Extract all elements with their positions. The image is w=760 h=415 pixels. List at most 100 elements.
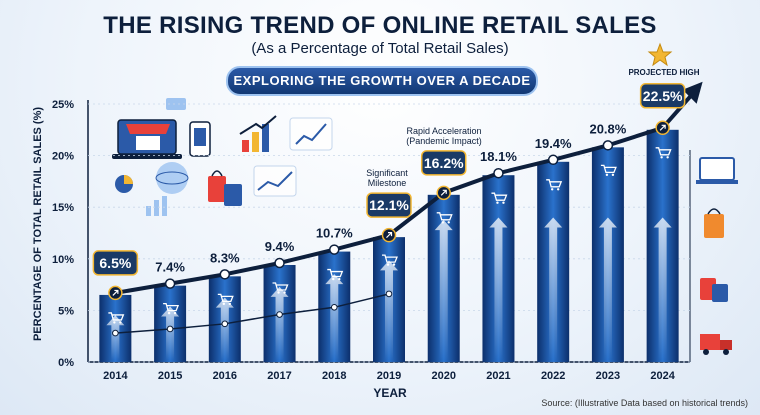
cart-wheel [496, 201, 499, 204]
cart-wheel [173, 311, 177, 315]
x-tick-label: 2020 [431, 370, 455, 382]
laptop-cart-icon [696, 157, 738, 184]
trend-card-icon [253, 165, 297, 197]
data-point [547, 154, 559, 166]
star-icon [647, 42, 673, 67]
cart-wheel [502, 201, 505, 204]
value-callout [92, 250, 139, 276]
shopping-cart-icon [546, 179, 563, 188]
data-label: 22.5% [643, 88, 683, 104]
cart-wheel [386, 263, 390, 266]
x-tick-label: 2023 [596, 370, 620, 382]
bar-arrow-icon [380, 260, 398, 360]
cart-wheel [441, 221, 444, 224]
x-axis-label: YEAR [373, 386, 407, 400]
data-label: 18.1% [480, 149, 517, 164]
data-point [219, 269, 231, 280]
data-label: 9.4% [265, 239, 295, 254]
acceleration-annotation: Rapid Acceleration (Pandemic Impact) [394, 126, 494, 146]
mini-bars-icon [146, 196, 167, 216]
cart-wheel [447, 221, 450, 224]
shopping-cart-icon [272, 282, 289, 291]
bar-arrow-icon [106, 315, 125, 360]
shopping-cart-icon [600, 164, 617, 173]
cart-wheel [332, 277, 335, 281]
cart-wheel [666, 156, 669, 159]
x-tick-label: 2016 [213, 370, 237, 382]
secondary-point [330, 304, 338, 311]
y-tick-label: 0% [58, 357, 74, 369]
banner: EXPLORING THE GROWTH OVER A DECADE [226, 66, 538, 96]
y-tick-label: 5% [58, 305, 74, 317]
acceleration-line-1: Rapid Acceleration [406, 126, 482, 136]
line-chart-card-icon [289, 117, 333, 151]
shopping-cart-icon [491, 192, 508, 201]
source-note: Source: (Illustrative Data based on hist… [541, 398, 748, 408]
secondary-point [385, 290, 393, 298]
data-label: 12.1% [369, 197, 409, 213]
cart-wheel [392, 263, 396, 266]
cart-wheel [556, 188, 560, 191]
x-tick-label: 2022 [541, 370, 565, 382]
shopping-cart-icon [436, 212, 453, 221]
shopping-cart-icon [217, 293, 234, 302]
data-point [329, 244, 340, 255]
arrow-up-right-icon [112, 289, 119, 296]
data-point [274, 257, 285, 269]
y-tick-label: 10% [52, 254, 74, 266]
secondary-point [276, 311, 283, 318]
cart-wheel [283, 291, 286, 294]
chart-subtitle: (As a Percentage of Total Retail Sales) [251, 40, 509, 57]
arrow-up-right-icon [386, 232, 393, 239]
y-tick-label: 25% [52, 99, 74, 111]
secondary-point [112, 329, 119, 337]
x-tick-label: 2017 [267, 370, 291, 382]
cart-wheel [338, 277, 341, 281]
y-tick-label: 15% [52, 202, 74, 214]
shopping-bags-right-icon [700, 278, 728, 302]
bar-arrow-icon [544, 217, 563, 360]
projected-high-label: PROJECTED HIGH [628, 68, 700, 77]
y-tick-label: 20% [52, 151, 74, 163]
value-callout [366, 192, 412, 218]
arrow-up-right-icon [659, 124, 666, 131]
shopping-cart-icon [655, 147, 672, 156]
x-tick-label: 2014 [103, 370, 128, 382]
chart-title: THE RISING TREND OF ONLINE RETAIL SALES [103, 12, 657, 39]
chat-bubble-icon [166, 98, 186, 110]
bar-arrow-icon [215, 297, 234, 360]
data-point [164, 278, 176, 289]
secondary-point [166, 325, 174, 333]
data-label: 10.7% [316, 226, 353, 241]
milestone-line-2: Milestone [367, 178, 407, 188]
shopping-cart-icon [108, 312, 125, 321]
value-callout [420, 150, 467, 176]
arrow-head [682, 81, 703, 104]
data-label: 7.4% [155, 260, 185, 275]
data-label: 20.8% [589, 121, 626, 136]
bar-arrow-icon [161, 306, 180, 360]
bar-arrow-icon [434, 220, 453, 360]
pie-chart-icon [115, 175, 133, 193]
shopping-cart-icon [327, 268, 344, 278]
bar-arrow-icon [270, 286, 289, 360]
cart-wheel [605, 173, 609, 177]
globe-icon [155, 162, 189, 194]
arrow-up-right-icon [440, 189, 447, 196]
smartphone-icon [189, 121, 211, 157]
secondary-point [221, 320, 229, 328]
bar-arrow-icon [653, 217, 672, 360]
data-label: 8.3% [210, 250, 240, 265]
cart-wheel [113, 321, 116, 324]
milestone-annotation: Significant Milestone [352, 168, 422, 188]
shopping-cart-icon [382, 254, 398, 263]
cart-wheel [660, 156, 663, 159]
shopping-cart-icon [163, 302, 180, 312]
data-label: 19.4% [535, 136, 572, 151]
x-tick-label: 2021 [486, 370, 510, 382]
bar-arrow-icon [489, 217, 508, 360]
cart-wheel [277, 291, 280, 294]
secondary-trend-line [115, 293, 390, 334]
cart-wheel [167, 311, 171, 315]
